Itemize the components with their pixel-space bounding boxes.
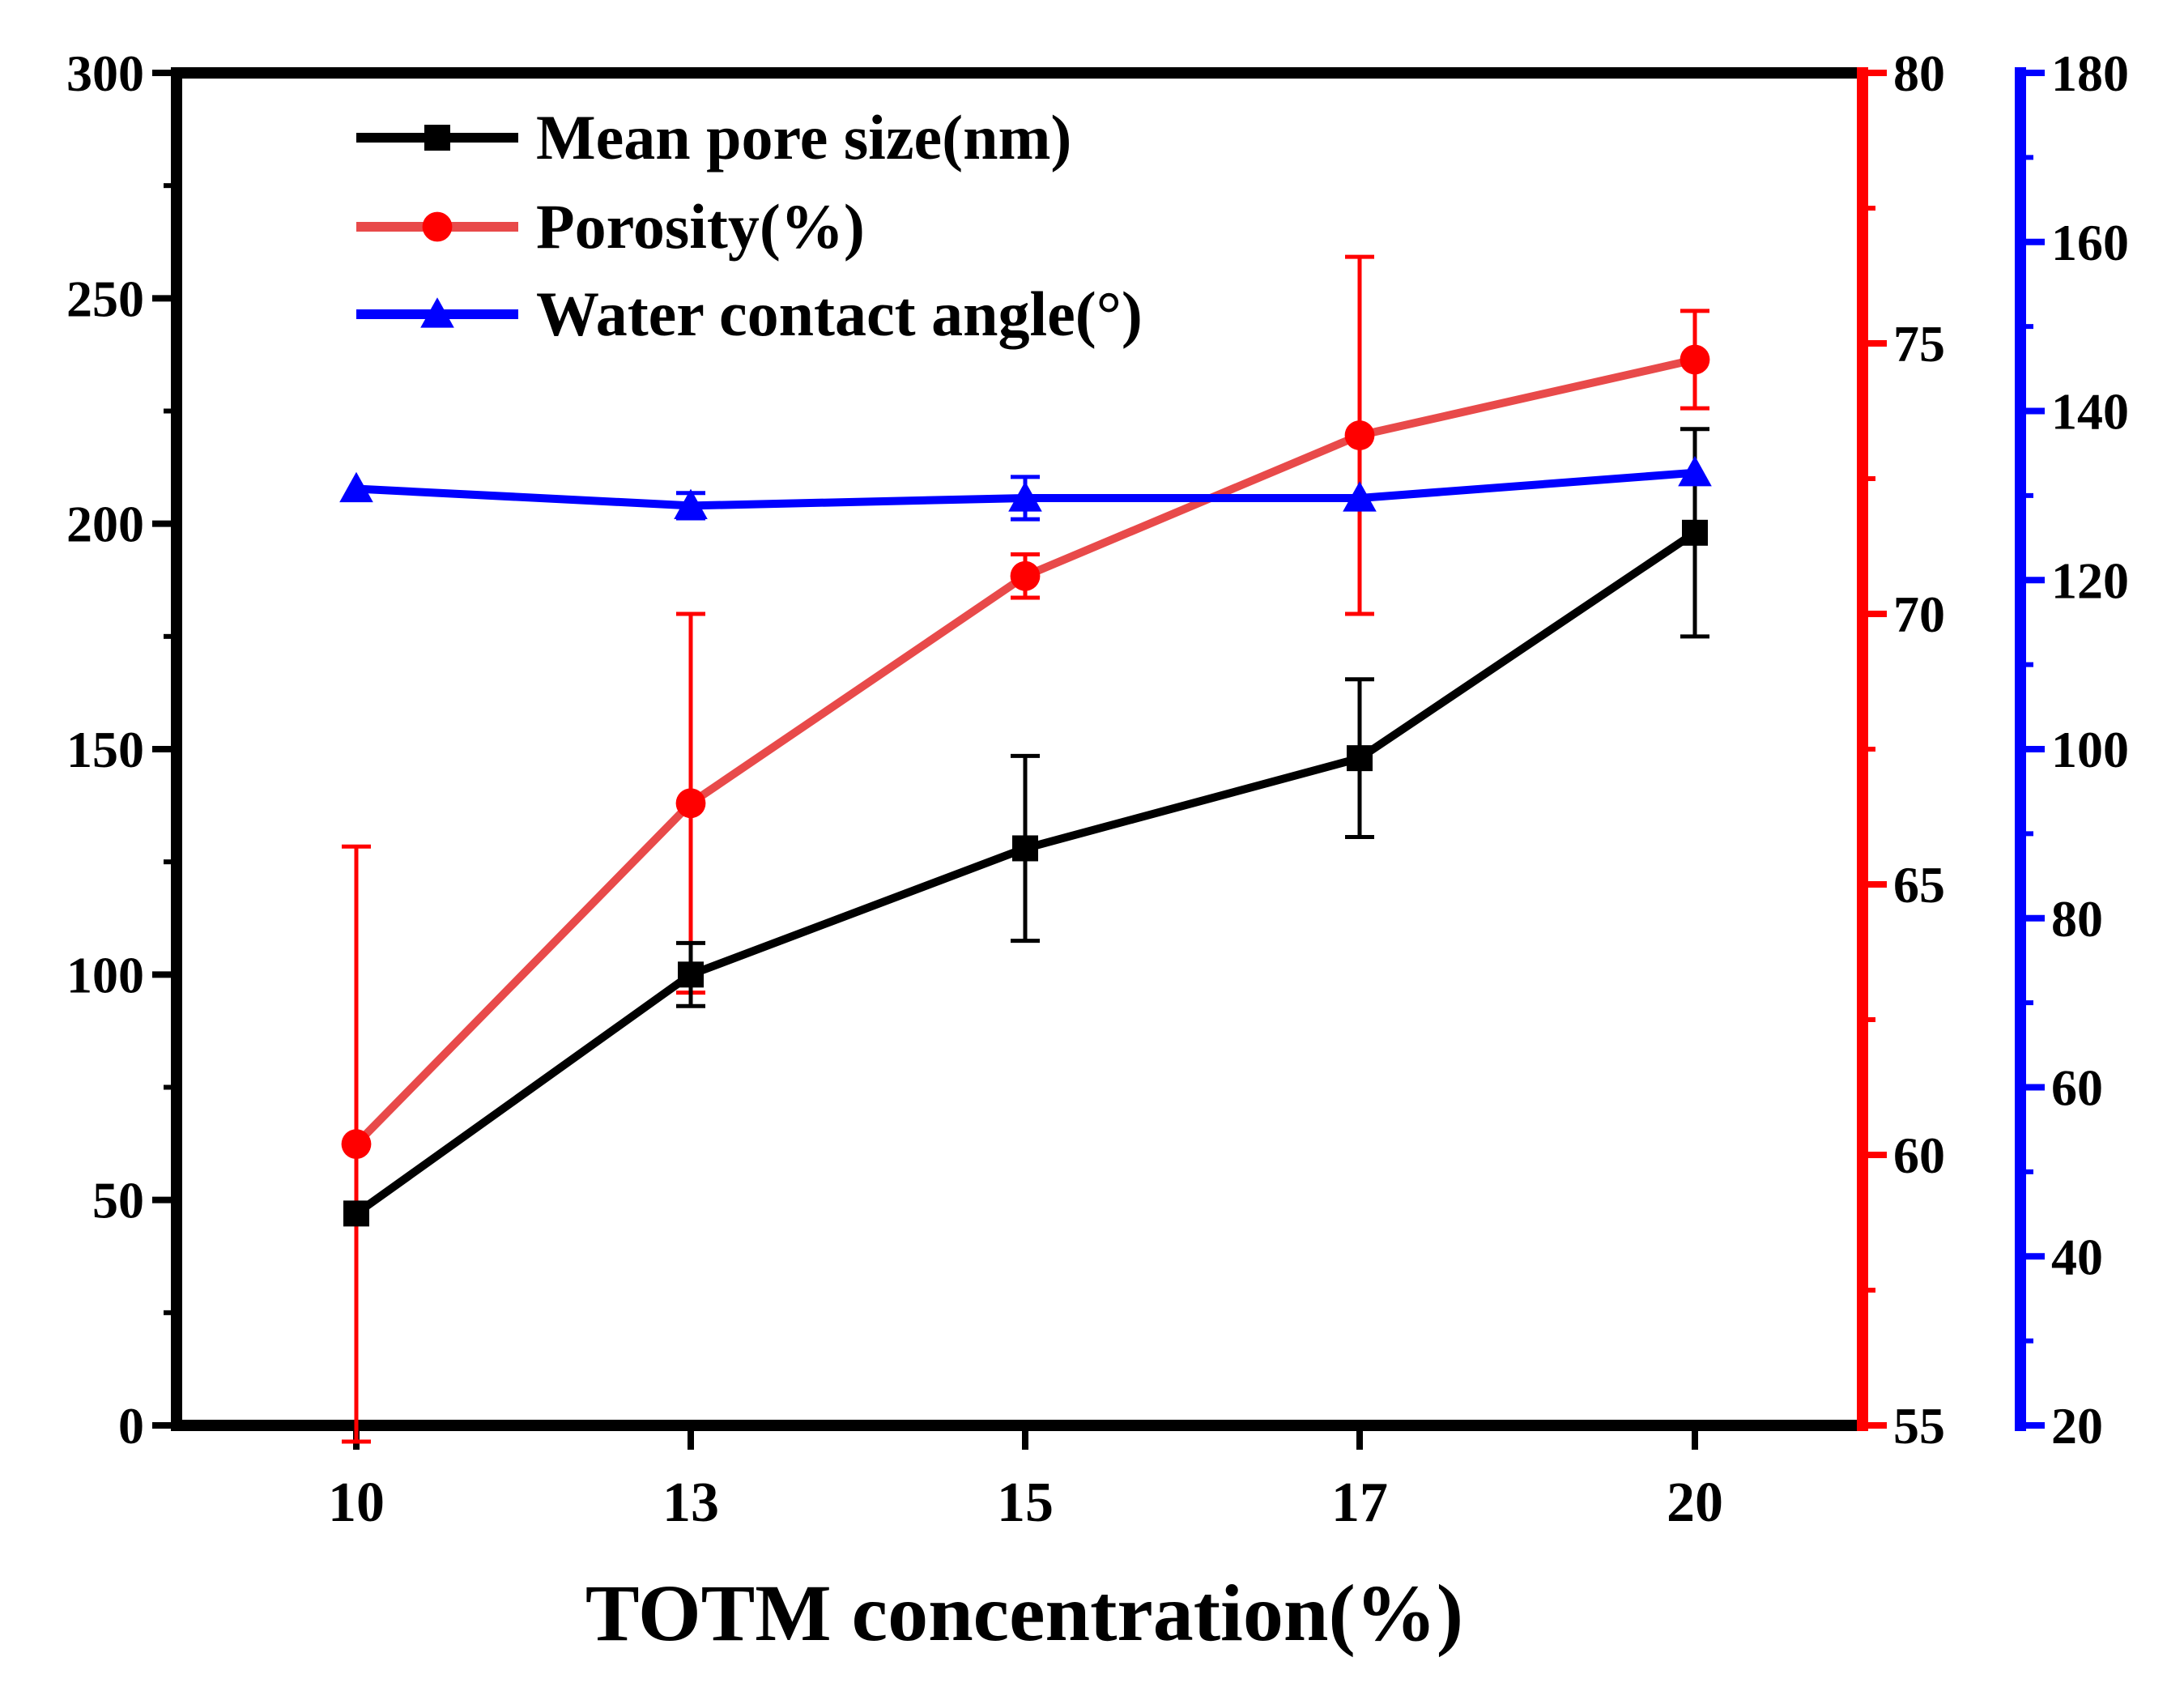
- legend-entry: Mean pore size(nm): [356, 102, 1071, 173]
- x-tick-label: 17: [1331, 1472, 1388, 1534]
- series-2: [339, 455, 1712, 522]
- data-point: [675, 788, 706, 819]
- red-tick-label: 65: [1893, 856, 1945, 914]
- legend-marker: [420, 297, 454, 328]
- red-tick-label: 80: [1893, 45, 1945, 102]
- blue-tick-label: 40: [2051, 1228, 2103, 1285]
- left-tick-label: 0: [118, 1397, 144, 1455]
- left-tick-label: 50: [92, 1172, 144, 1229]
- data-point: [674, 488, 708, 520]
- red-tick-label: 60: [1893, 1127, 1945, 1184]
- blue-tick-label: 160: [2051, 214, 2129, 271]
- blue-tick-label: 180: [2051, 45, 2129, 102]
- legend: Mean pore size(nm) Porosity(%) Water conta…: [356, 102, 1143, 349]
- series-layer: [339, 254, 1712, 1444]
- legend-label: Porosity(%): [536, 191, 865, 262]
- x-tick-label: 20: [1667, 1472, 1723, 1534]
- legend-label: Mean pore size(nm): [536, 102, 1071, 173]
- x-tick-label: 15: [997, 1472, 1054, 1534]
- blue-tick-label: 100: [2051, 721, 2129, 778]
- data-point: [1680, 344, 1710, 375]
- series-0: [343, 427, 1709, 1227]
- blue-tick-label: 120: [2051, 552, 2129, 609]
- left-tick-label: 200: [66, 496, 144, 553]
- blue-tick-label: 80: [2051, 890, 2103, 948]
- legend-label: Water contact angle(°): [536, 279, 1143, 349]
- data-point: [341, 1129, 372, 1160]
- legend-entry: Porosity(%): [356, 191, 865, 262]
- data-point: [1008, 481, 1042, 512]
- data-point: [1012, 835, 1038, 862]
- legend-entry: Water contact angle(°): [356, 279, 1143, 349]
- blue-tick-label: 60: [2051, 1059, 2103, 1117]
- axes-layer: 0 50 100 150 200 250 300 55 60 65 70 75 80 20 40 60 80 10…: [66, 45, 2129, 1534]
- x-tick-label: 13: [662, 1472, 719, 1534]
- left-tick-label: 300: [66, 45, 144, 102]
- left-tick-label: 100: [66, 946, 144, 1003]
- data-point: [1344, 420, 1375, 450]
- data-point: [1343, 481, 1377, 512]
- data-point: [339, 471, 373, 503]
- series-1: [341, 254, 1710, 1444]
- data-point: [678, 961, 704, 988]
- red-tick-label: 55: [1893, 1397, 1945, 1455]
- left-tick-label: 150: [66, 721, 144, 778]
- red-tick-label: 70: [1893, 586, 1945, 643]
- blue-tick-label: 140: [2051, 383, 2129, 441]
- left-tick-label: 250: [66, 270, 144, 327]
- x-tick-label: 10: [328, 1472, 385, 1534]
- legend-marker: [422, 211, 453, 242]
- data-point: [343, 1200, 369, 1227]
- x-axis-title: TOTM concentration(%): [585, 1568, 1463, 1658]
- data-point: [1678, 455, 1712, 487]
- data-point: [1682, 519, 1708, 546]
- legend-marker: [424, 125, 450, 151]
- data-point: [1347, 745, 1373, 772]
- red-tick-label: 75: [1893, 315, 1945, 373]
- blue-tick-label: 20: [2051, 1397, 2103, 1455]
- data-point: [1010, 560, 1041, 591]
